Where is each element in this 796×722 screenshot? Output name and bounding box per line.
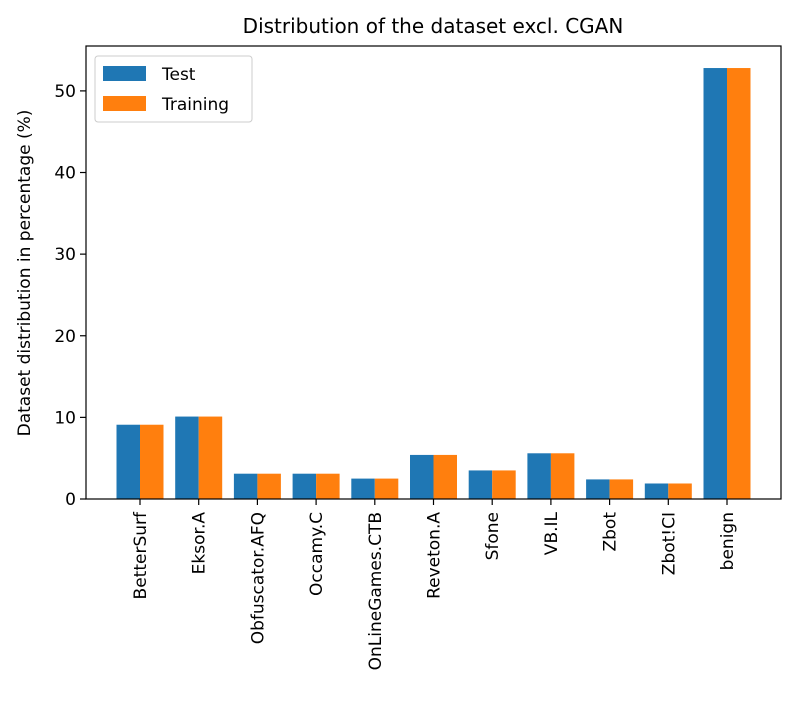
y-tick-label: 40 (54, 164, 76, 184)
bar-training-occamy-c (316, 473, 340, 499)
x-tick-label: OnLineGames.CTB (366, 512, 386, 670)
y-axis-label: Dataset distribution in percentage (%) (15, 110, 35, 437)
y-tick-label: 10 (54, 408, 76, 428)
bars-group (116, 68, 751, 499)
bar-training-zbot-ci (668, 483, 692, 499)
bar-test-occamy-c (292, 473, 317, 499)
bar-test-onlinegames-ctb (351, 478, 375, 499)
legend-label-test: Test (161, 65, 196, 85)
bar-test-benign (703, 68, 727, 499)
bar-training-vb-il (550, 453, 575, 499)
bar-test-reveton-a (410, 454, 434, 499)
bar-training-sfone (492, 470, 516, 499)
chart-title: Distribution of the dataset excl. CGAN (243, 14, 624, 38)
bar-training-obfuscator-afq (257, 473, 281, 499)
bar-test-obfuscator-afq (233, 473, 258, 499)
y-tick-label: 0 (65, 490, 76, 510)
bar-test-eksor-a (175, 416, 199, 499)
bar-training-reveton-a (433, 454, 457, 499)
x-tick-label: BetterSurf (131, 511, 151, 599)
x-tick-label: Eksor.A (190, 512, 210, 575)
y-tick-label: 20 (54, 327, 76, 347)
bar-training-zbot (609, 479, 634, 499)
x-axis: BetterSurf Eksor.A Obfuscator.AFQ Occamy.C O… (131, 499, 738, 670)
bar-training-bettersurf (140, 424, 164, 499)
x-tick-label: benign (718, 512, 738, 570)
y-tick-label: 50 (54, 82, 76, 102)
x-tick-label: Occamy.C (307, 512, 327, 596)
legend-label-training: Training (161, 95, 229, 115)
bar-test-zbot (586, 479, 610, 499)
legend: Test Training (94, 55, 253, 123)
bar-test-sfone (468, 470, 493, 499)
y-axis: 0 10 20 30 40 50 (54, 82, 86, 510)
y-tick-label: 30 (54, 245, 76, 265)
bar-test-zbot-ci (644, 483, 669, 499)
bar-training-onlinegames-ctb (374, 478, 399, 499)
x-tick-label: Obfuscator.AFQ (248, 512, 268, 644)
x-tick-label: VB.IL (542, 511, 562, 555)
x-tick-label: Zbot (601, 512, 621, 552)
bar-test-vb-il (527, 453, 551, 499)
x-tick-label: Zbot!CI (659, 512, 679, 575)
bar-test-bettersurf (116, 424, 140, 499)
legend-swatch-test (103, 66, 146, 81)
legend-swatch-training (103, 96, 146, 111)
bar-training-benign (727, 68, 751, 499)
x-tick-label: Reveton.A (425, 512, 445, 599)
bar-training-eksor-a (198, 416, 223, 499)
plot-frame (85, 45, 782, 500)
x-tick-label: Sfone (483, 512, 503, 560)
